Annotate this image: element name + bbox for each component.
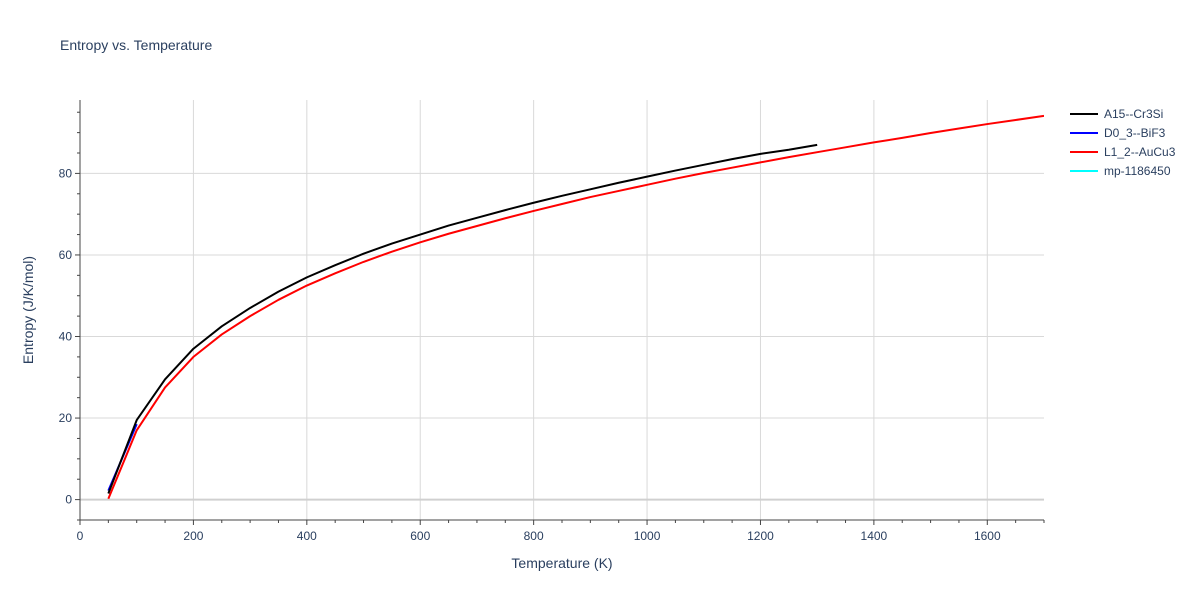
legend-label: mp-1186450: [1104, 164, 1171, 178]
series-layer: [107, 114, 1044, 500]
x-tick-label: 800: [524, 529, 544, 543]
legend-item[interactable]: L1_2--AuCu3: [1070, 145, 1176, 159]
legend-item[interactable]: D0_3--BiF3: [1070, 126, 1166, 140]
x-tick-label: 600: [410, 529, 430, 543]
y-tick-label: 80: [59, 166, 73, 180]
y-axis-title: Entropy (J/K/mol): [20, 256, 36, 364]
x-tick-label: 1000: [634, 529, 661, 543]
x-tick-label: 400: [297, 529, 317, 543]
chart-title: Entropy vs. Temperature: [60, 37, 212, 53]
y-tick-label: 40: [59, 330, 73, 344]
series-line-0: [107, 143, 818, 494]
legend[interactable]: A15--Cr3Si D0_3--BiF3 L1_2--AuCu3 mp-118645…: [1070, 107, 1176, 178]
x-tick-label: 1200: [747, 529, 774, 543]
legend-label: D0_3--BiF3: [1104, 126, 1166, 140]
legend-item[interactable]: mp-1186450: [1070, 164, 1171, 178]
y-tick-label: 60: [59, 248, 73, 262]
legend-label: L1_2--AuCu3: [1104, 145, 1176, 159]
grid-layer: [80, 100, 1044, 520]
x-tick-label: 0: [77, 529, 84, 543]
y-tick-label: 20: [59, 411, 73, 425]
x-tick-label: 200: [183, 529, 203, 543]
x-axis-title: Temperature (K): [511, 555, 612, 571]
axis-layer: 0 200 400 600 800 1000 1200 1400 1600 0 20 40 60 80: [59, 100, 1045, 543]
y-tick-label: 0: [65, 493, 72, 507]
series-line-2: [107, 114, 1044, 500]
legend-label: A15--Cr3Si: [1104, 107, 1163, 121]
x-tick-label: 1600: [974, 529, 1001, 543]
legend-item[interactable]: A15--Cr3Si: [1070, 107, 1163, 121]
x-tick-label: 1400: [861, 529, 888, 543]
